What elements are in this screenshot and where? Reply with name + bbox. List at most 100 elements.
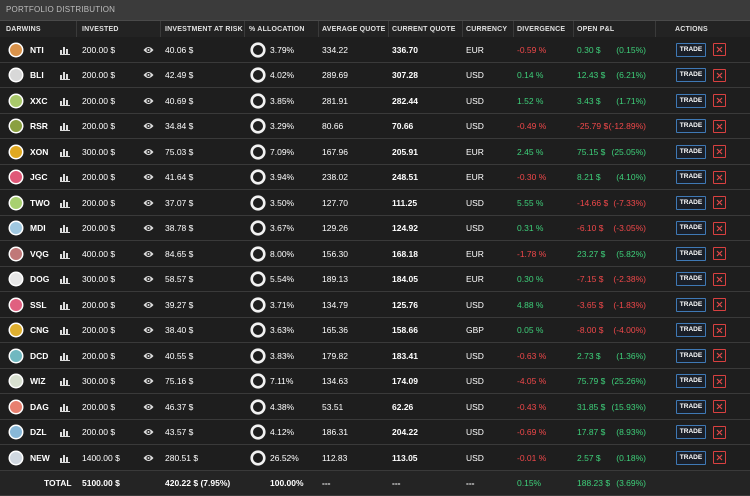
eye-icon[interactable] xyxy=(143,428,154,436)
allocation-ring xyxy=(250,399,266,415)
darwin-name: VQG xyxy=(30,248,49,259)
chart-icon[interactable] xyxy=(60,45,70,55)
invested: 400.00 $ xyxy=(82,248,116,259)
remove-button[interactable] xyxy=(713,349,726,363)
remove-icon xyxy=(716,327,723,334)
eye-icon[interactable] xyxy=(143,97,154,105)
trade-button[interactable]: TRADE xyxy=(676,68,706,83)
trade-button[interactable]: TRADE xyxy=(676,93,706,108)
darwin-avatar xyxy=(8,450,24,466)
remove-icon xyxy=(716,378,723,385)
remove-button[interactable] xyxy=(713,170,726,184)
chart-icon[interactable] xyxy=(60,300,70,310)
total-average: --- xyxy=(322,478,331,489)
chart-icon[interactable] xyxy=(60,453,70,463)
average-quote: 289.69 xyxy=(322,70,348,81)
trade-button[interactable]: TRADE xyxy=(676,374,706,389)
trade-button[interactable]: TRADE xyxy=(676,297,706,312)
trade-button[interactable]: TRADE xyxy=(676,42,706,57)
remove-button[interactable] xyxy=(713,196,726,210)
eye-icon[interactable] xyxy=(143,224,154,232)
trade-button[interactable]: TRADE xyxy=(676,246,706,261)
darwin-avatar xyxy=(8,42,24,58)
trade-button[interactable]: TRADE xyxy=(676,144,706,159)
remove-button[interactable] xyxy=(713,94,726,108)
remove-button[interactable] xyxy=(713,247,726,261)
eye-icon[interactable] xyxy=(143,352,154,360)
eye-icon[interactable] xyxy=(143,403,154,411)
investment-at-risk: 38.40 $ xyxy=(165,325,194,336)
allocation: 4.02% xyxy=(270,70,295,81)
trade-button[interactable]: TRADE xyxy=(676,170,706,185)
allocation: 3.67% xyxy=(270,223,295,234)
chart-icon[interactable] xyxy=(60,121,70,132)
eye-icon[interactable] xyxy=(143,173,154,181)
eye-icon[interactable] xyxy=(143,377,154,385)
trade-button[interactable]: TRADE xyxy=(676,425,706,440)
table-row xyxy=(0,241,750,267)
remove-icon xyxy=(716,276,723,283)
eye-icon[interactable] xyxy=(143,122,154,130)
eye-icon[interactable] xyxy=(143,454,154,462)
trade-button[interactable]: TRADE xyxy=(676,195,706,210)
chart-icon[interactable] xyxy=(60,325,70,336)
trade-button[interactable]: TRADE xyxy=(676,348,706,363)
eye-icon[interactable] xyxy=(143,71,154,79)
chart-icon[interactable] xyxy=(60,249,70,259)
eye-icon[interactable] xyxy=(143,326,154,334)
chart-icon[interactable] xyxy=(60,376,70,387)
chart-icon[interactable] xyxy=(60,96,70,106)
remove-button[interactable] xyxy=(713,425,726,439)
trade-button[interactable]: TRADE xyxy=(676,272,706,287)
eye-icon[interactable] xyxy=(143,275,154,283)
current-quote: 248.51 xyxy=(392,172,418,183)
remove-button[interactable] xyxy=(713,221,726,235)
chart-icon[interactable] xyxy=(60,147,70,157)
chart-icon[interactable] xyxy=(60,427,70,438)
currency: USD xyxy=(466,121,484,132)
eye-icon[interactable] xyxy=(143,301,154,309)
chart-icon[interactable] xyxy=(60,274,70,285)
trade-button[interactable]: TRADE xyxy=(676,399,706,414)
chart-icon[interactable] xyxy=(60,351,70,361)
chart-icon[interactable] xyxy=(60,70,70,81)
average-quote: 334.22 xyxy=(322,44,348,55)
remove-button[interactable] xyxy=(713,43,726,57)
divergence: -0.43 % xyxy=(517,401,547,412)
trade-button[interactable]: TRADE xyxy=(676,119,706,134)
eye-icon[interactable] xyxy=(143,46,154,54)
trade-button[interactable]: TRADE xyxy=(676,323,706,338)
remove-button[interactable] xyxy=(713,145,726,159)
eye-icon[interactable] xyxy=(143,250,154,258)
remove-button[interactable] xyxy=(713,400,726,414)
trade-button[interactable]: TRADE xyxy=(676,450,706,465)
eye-icon[interactable] xyxy=(143,148,154,156)
remove-button[interactable] xyxy=(713,323,726,337)
chart-icon[interactable] xyxy=(60,223,70,234)
open-pnl-percent: (0.15%) xyxy=(616,44,646,55)
open-pnl: -8.00 $ xyxy=(577,325,604,336)
current-quote: 205.91 xyxy=(392,146,418,157)
current-quote: 70.66 xyxy=(392,121,414,132)
investment-at-risk: 84.65 $ xyxy=(165,248,194,259)
chart-icon[interactable] xyxy=(60,402,70,412)
currency: USD xyxy=(466,427,484,438)
remove-button[interactable] xyxy=(713,119,726,133)
chart-icon[interactable] xyxy=(60,198,70,208)
invested: 200.00 $ xyxy=(82,350,116,361)
table-row xyxy=(0,190,750,216)
eye-icon[interactable] xyxy=(143,199,154,207)
invested: 1400.00 $ xyxy=(82,452,120,463)
open-pnl: 0.30 $ xyxy=(577,44,601,55)
total-currency: --- xyxy=(466,478,475,489)
chart-icon[interactable] xyxy=(60,172,70,183)
remove-button[interactable] xyxy=(713,451,726,465)
remove-button[interactable] xyxy=(713,272,726,286)
table-row xyxy=(0,164,750,190)
trade-button[interactable]: TRADE xyxy=(676,221,706,236)
remove-button[interactable] xyxy=(713,68,726,82)
remove-button[interactable] xyxy=(713,298,726,312)
darwin-name: DZL xyxy=(30,427,47,438)
darwin-name: NEW xyxy=(30,452,50,463)
remove-button[interactable] xyxy=(713,374,726,388)
